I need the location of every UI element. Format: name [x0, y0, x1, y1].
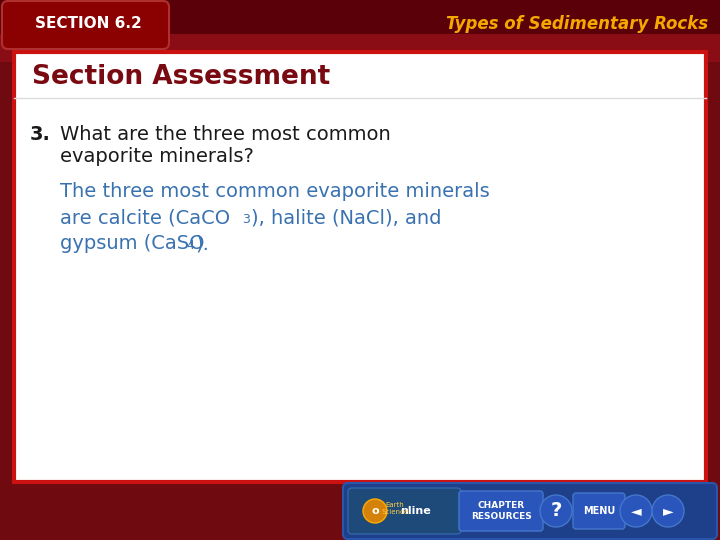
Bar	[0, 34, 720, 62]
Text: What are the three most common: What are the three most common	[60, 125, 391, 144]
Text: are calcite (CaCO: are calcite (CaCO	[60, 208, 230, 227]
Text: evaporite minerals?: evaporite minerals?	[60, 147, 254, 166]
Text: MENU: MENU	[583, 506, 615, 516]
FancyBboxPatch shape	[459, 491, 543, 531]
FancyBboxPatch shape	[348, 488, 461, 534]
Text: ►: ►	[662, 504, 673, 518]
Text: gypsum (CaSO: gypsum (CaSO	[60, 234, 204, 253]
Text: ), halite (NaCl), and: ), halite (NaCl), and	[251, 208, 441, 227]
Text: 3: 3	[242, 213, 250, 226]
Text: ?: ?	[550, 502, 562, 521]
FancyBboxPatch shape	[573, 493, 625, 529]
Text: The three most common evaporite minerals: The three most common evaporite minerals	[60, 182, 490, 201]
Bar	[0, 0, 720, 40]
Text: o: o	[372, 506, 379, 516]
FancyBboxPatch shape	[14, 52, 706, 482]
Text: Types of Sedimentary Rocks: Types of Sedimentary Rocks	[446, 15, 708, 33]
Circle shape	[363, 499, 387, 523]
FancyBboxPatch shape	[343, 483, 717, 539]
Text: Section Assessment: Section Assessment	[32, 64, 330, 90]
FancyBboxPatch shape	[2, 1, 169, 49]
Text: ).: ).	[195, 234, 209, 253]
Text: SECTION 6.2: SECTION 6.2	[35, 17, 141, 31]
Text: ◄: ◄	[631, 504, 642, 518]
Text: 3.: 3.	[30, 125, 51, 144]
Text: 4: 4	[186, 239, 194, 252]
Text: nline: nline	[400, 506, 431, 516]
Text: CHAPTER
RESOURCES: CHAPTER RESOURCES	[471, 501, 531, 521]
Circle shape	[620, 495, 652, 527]
Text: Earth
Science: Earth Science	[382, 502, 408, 515]
Circle shape	[540, 495, 572, 527]
Circle shape	[652, 495, 684, 527]
